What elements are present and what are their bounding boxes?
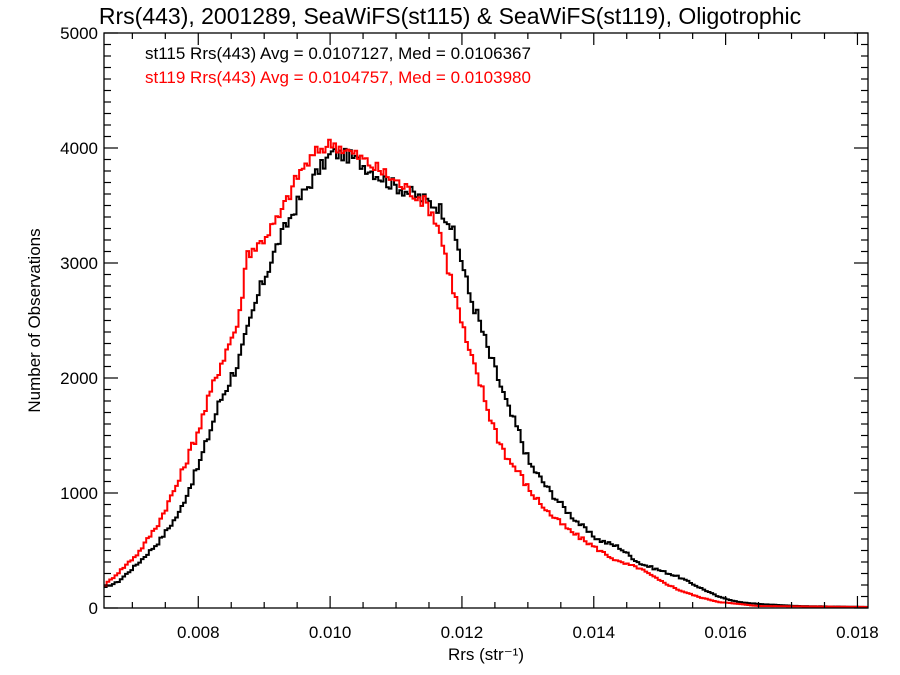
y-tick-label: 3000: [60, 254, 98, 273]
x-tick-label: 0.008: [177, 623, 220, 642]
x-tick-label: 0.018: [836, 623, 879, 642]
x-tick-label: 0.014: [573, 623, 616, 642]
plot-frame: [103, 32, 869, 609]
x-tick-label: 0.010: [309, 623, 352, 642]
y-axis-label: Number of Observations: [25, 228, 44, 412]
x-axis-label: Rrs (str⁻¹): [448, 645, 524, 664]
y-tick-label: 1000: [60, 484, 98, 503]
series-st119-line: [104, 138, 868, 608]
y-tick-label: 4000: [60, 139, 98, 158]
y-tick-label: 2000: [60, 369, 98, 388]
legend-st119: st119 Rrs(443) Avg = 0.0104757, Med = 0.…: [145, 68, 531, 87]
series-st115-line: [104, 147, 868, 608]
y-tick-label: 5000: [60, 24, 98, 43]
chart-title: Rrs(443), 2001289, SeaWiFS(st115) & SeaW…: [98, 3, 802, 29]
x-tick-label: 0.012: [441, 623, 484, 642]
legend-st115: st115 Rrs(443) Avg = 0.0107127, Med = 0.…: [145, 44, 531, 63]
y-tick-label: 0: [89, 599, 98, 618]
x-tick-label: 0.016: [704, 623, 747, 642]
